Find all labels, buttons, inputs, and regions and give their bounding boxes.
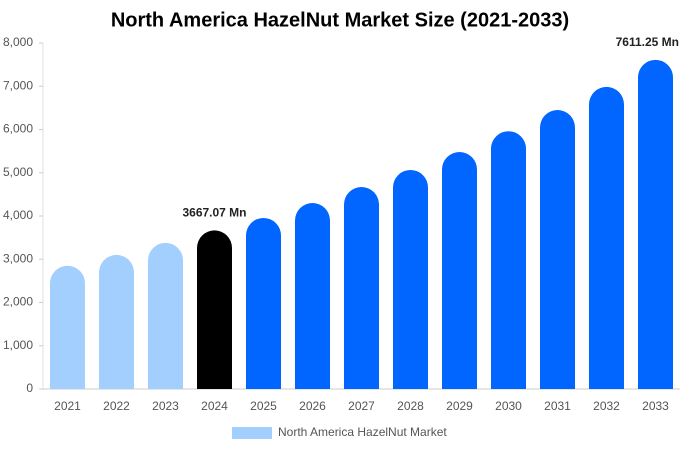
bar: [638, 59, 673, 389]
bar: [246, 217, 281, 389]
x-tick-label: 2030: [495, 399, 522, 413]
x-tick-label: 2024: [201, 399, 228, 413]
bar: [491, 131, 526, 390]
x-tick-label: 2022: [103, 399, 130, 413]
bar: [442, 151, 477, 389]
x-tick-label: 2031: [544, 399, 571, 413]
y-tick-label: 6,000: [3, 122, 33, 136]
x-tick-label: 2026: [299, 399, 326, 413]
y-tick-label: 4,000: [3, 208, 33, 222]
data-label: 7611.25 Mn: [616, 35, 679, 49]
y-tick-label: 7,000: [3, 78, 33, 92]
y-tick-label: 2,000: [3, 295, 33, 309]
bar: [393, 169, 428, 389]
chart-title: North America HazelNut Market Size (2021…: [111, 9, 569, 31]
bar: [589, 86, 624, 390]
x-tick-label: 2025: [250, 399, 277, 413]
legend-swatch: [232, 427, 272, 439]
y-tick-label: 1,000: [3, 338, 33, 352]
bar: [50, 265, 85, 389]
bar: [344, 187, 379, 389]
y-tick-label: 8,000: [3, 35, 33, 49]
x-tick-label: 2029: [446, 399, 473, 413]
bar: [197, 230, 232, 389]
x-tick-label: 2021: [54, 399, 81, 413]
y-tick-label: 3,000: [3, 251, 33, 265]
x-tick-label: 2027: [348, 399, 375, 413]
bar: [148, 242, 183, 389]
y-tick-label: 0: [26, 381, 33, 395]
x-tick-label: 2032: [593, 399, 620, 413]
bar: [540, 110, 575, 389]
bar: [99, 254, 134, 389]
bar: [295, 203, 330, 389]
x-tick-label: 2033: [642, 399, 669, 413]
legend-label: North America HazelNut Market: [278, 425, 447, 439]
x-tick-label: 2028: [397, 399, 424, 413]
x-tick-label: 2023: [152, 399, 179, 413]
y-tick-label: 5,000: [3, 165, 33, 179]
data-label: 3667.07 Mn: [182, 206, 246, 220]
